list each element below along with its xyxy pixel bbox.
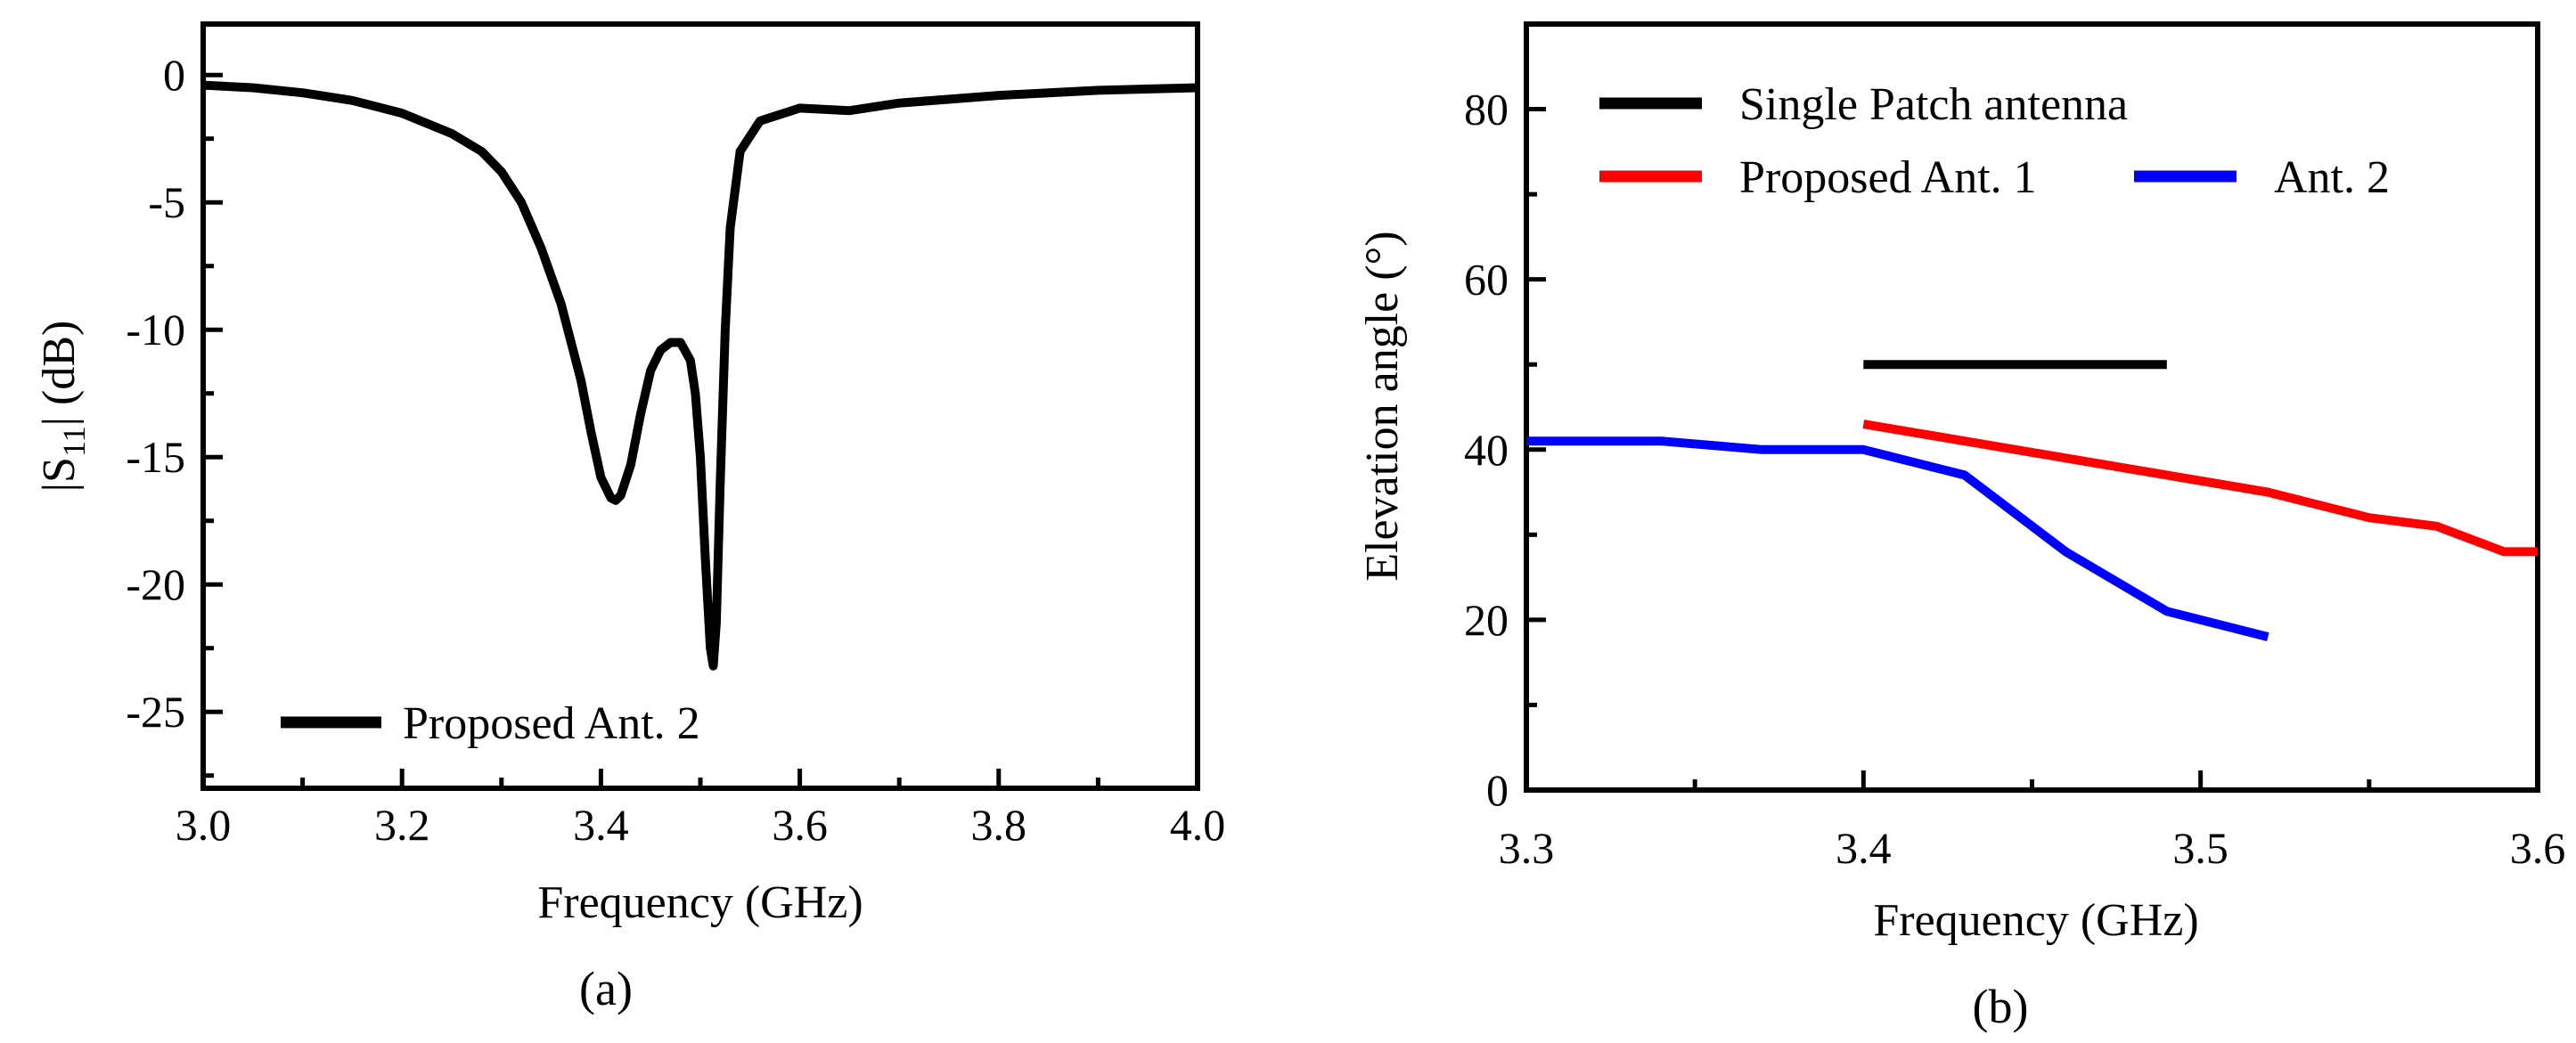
chart-b-legend-label-2: Ant. 2	[2274, 152, 2390, 203]
chart-a-y-tick-label-1: -5	[148, 177, 185, 227]
chart-a-x-tick-label-0: 3.0	[176, 800, 232, 850]
chart-b-plot-frame	[1524, 21, 2540, 793]
chart-b-x-tick-label-3: 3.6	[2510, 823, 2566, 873]
chart-b-legend-label-0: Single Patch antenna	[1739, 79, 2128, 130]
chart-b-y-tick-label-3: 60	[1464, 255, 1509, 305]
chart-a-series-line-0	[202, 80, 1198, 671]
chart-a-y-axis-label-suffix: | (dB)	[34, 321, 85, 427]
chart-a-y-tick-label-2: -10	[126, 305, 185, 354]
chart-b-legend-label-1: Proposed Ant. 1	[1739, 152, 2037, 203]
chart-a-x-tick-label-5: 4.0	[1170, 800, 1226, 850]
chart-a-x-tick-label-2: 3.4	[573, 800, 629, 850]
chart-b-x-tick-label-1: 3.4	[1836, 823, 1892, 873]
chart-a-x-axis-label: Frequency (GHz)	[537, 877, 863, 928]
chart-b-x-axis-label: Frequency (GHz)	[1873, 895, 2198, 946]
chart-b: 3.3 3.4 3.5 3.6 0 20 40 60 80 Single Patch anten…	[1357, 21, 2566, 1033]
chart-a-y-tick-label-4: -20	[126, 559, 185, 609]
chart-b-series-line-2	[1526, 436, 2269, 641]
chart-a-caption: (a)	[579, 962, 633, 1015]
chart-b-x-tick-label-0: 3.3	[1499, 823, 1555, 873]
chart-b-caption: (b)	[1973, 980, 2029, 1033]
chart-a-legend-label-0: Proposed Ant. 2	[403, 698, 700, 749]
chart-b-y-axis-label: Elevation angle (°)	[1357, 231, 1408, 581]
chart-a-legend: Proposed Ant. 2	[281, 698, 700, 749]
chart-a-x-tick-label-1: 3.2	[374, 800, 430, 850]
chart-b-y-tick-label-2: 40	[1464, 425, 1509, 475]
chart-b-y-tick-label-4: 80	[1464, 85, 1509, 134]
chart-b-legend: Single Patch antenna Proposed Ant. 1 Ant…	[1599, 79, 2390, 203]
chart-b-x-tick-label-2: 3.5	[2172, 823, 2228, 873]
chart-a-y-axis-label-prefix: |S	[34, 457, 85, 492]
chart-b-series-line-1	[1862, 420, 2538, 557]
chart-a-x-tick-label-4: 3.8	[971, 800, 1027, 850]
chart-a-y-tick-label-0: 0	[163, 50, 185, 100]
chart-a-y-axis-label: |S11| (dB)	[34, 321, 92, 493]
chart-a-y-tick-label-5: -25	[126, 687, 185, 737]
chart-a-y-axis-label-subscript: 11	[56, 426, 92, 457]
chart-a: 3.0 3.2 3.4 3.6 3.8 4.0 0 -5 -10 -15 -20 -25 Propos…	[34, 21, 1226, 1015]
chart-a-x-tick-label-3: 3.6	[772, 800, 828, 850]
chart-b-y-tick-label-1: 20	[1464, 595, 1509, 645]
chart-a-y-tick-label-3: -15	[126, 432, 185, 482]
chart-b-y-tick-label-0: 0	[1486, 765, 1509, 815]
